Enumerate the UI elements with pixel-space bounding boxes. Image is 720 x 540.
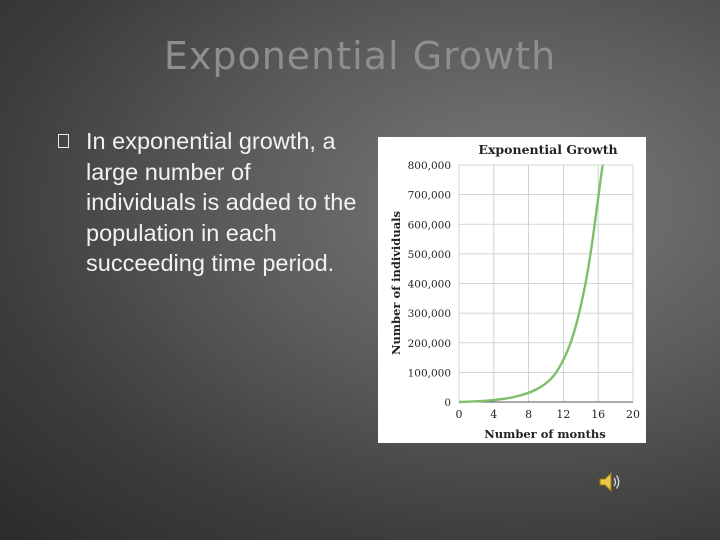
x-tick-label: 20 [626,408,640,421]
y-tick-label: 0 [444,397,451,409]
y-tick-label: 500,000 [408,249,451,261]
bullet-text: In exponential growth, a large number of… [86,128,357,276]
hollow-square-bullet-icon [58,134,69,148]
x-axis-label: Number of months [484,427,605,441]
bullet-list: In exponential growth, a large number of… [58,126,358,279]
x-tick-label: 4 [490,408,497,421]
exponential-growth-chart: 0 100,000 200,000 300,000 400,000 500,000 600,… [378,137,646,443]
growth-curve-line [458,163,604,404]
x-tick-label: 12 [556,408,570,421]
y-axis-label: Number of individuals [389,211,403,355]
y-tick-label: 200,000 [408,338,451,350]
chart-title: Exponential Growth [478,142,617,157]
x-tick-label: 8 [525,408,532,421]
y-tick-label: 700,000 [408,190,451,202]
x-tick-label: 0 [456,408,463,421]
y-tick-label: 600,000 [408,219,451,231]
y-tick-label: 300,000 [408,308,451,320]
chart-svg: 0 100,000 200,000 300,000 400,000 500,000 600,… [389,142,640,441]
x-tick-label: 16 [591,408,605,421]
y-tick-label: 400,000 [408,279,451,291]
speaker-icon[interactable] [598,470,624,494]
slide-title: Exponential Growth [163,34,557,78]
y-tick-label: 100,000 [408,367,451,379]
y-tick-label: 800,000 [408,160,451,172]
